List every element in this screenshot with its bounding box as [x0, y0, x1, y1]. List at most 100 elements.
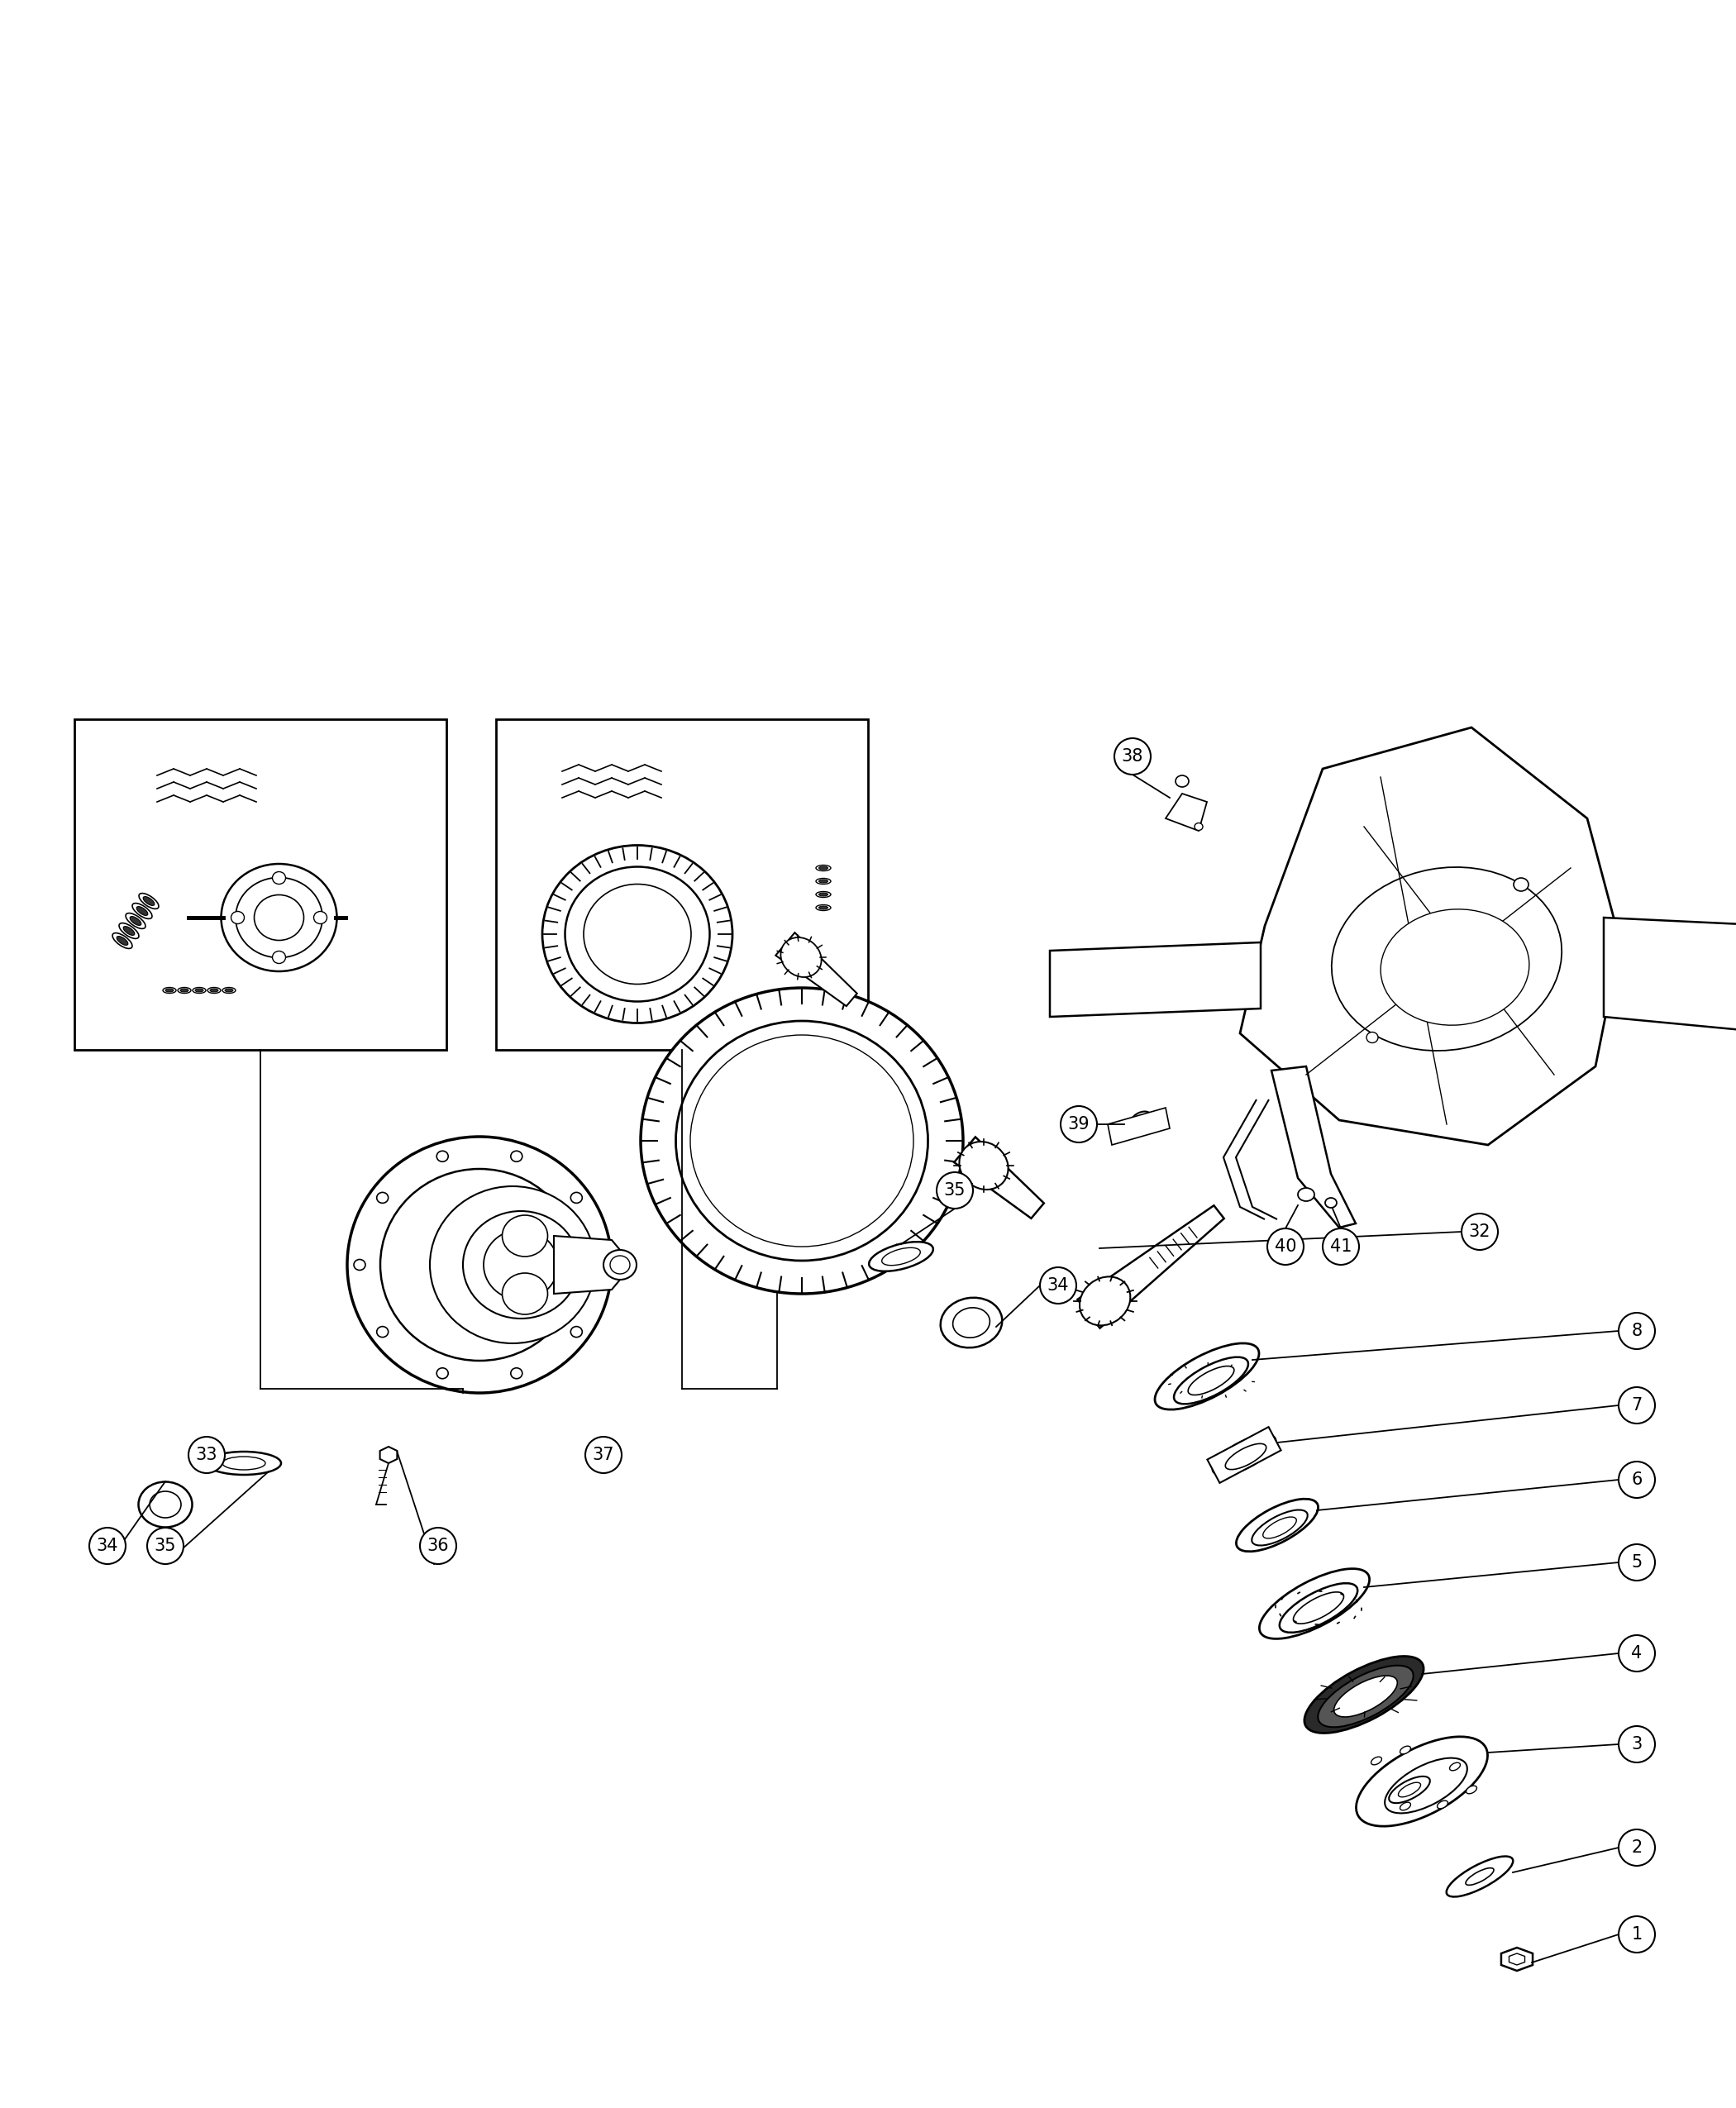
Ellipse shape: [583, 883, 691, 984]
Ellipse shape: [1304, 1657, 1424, 1733]
Ellipse shape: [142, 896, 155, 906]
Ellipse shape: [1371, 1756, 1382, 1764]
Ellipse shape: [139, 894, 158, 909]
Ellipse shape: [1356, 1737, 1488, 1826]
Ellipse shape: [1366, 1033, 1378, 1043]
Ellipse shape: [1236, 1499, 1318, 1551]
Ellipse shape: [464, 1212, 578, 1318]
Text: 35: 35: [944, 1183, 965, 1199]
Text: 41: 41: [1330, 1237, 1352, 1254]
Circle shape: [1618, 1726, 1654, 1762]
Ellipse shape: [231, 911, 245, 923]
Ellipse shape: [1212, 1436, 1276, 1476]
Text: 38: 38: [1121, 748, 1144, 765]
Ellipse shape: [236, 877, 323, 957]
Circle shape: [189, 1438, 226, 1473]
Ellipse shape: [1187, 1366, 1234, 1395]
Ellipse shape: [1446, 1857, 1514, 1897]
Ellipse shape: [819, 894, 828, 896]
Ellipse shape: [1194, 822, 1203, 831]
Ellipse shape: [377, 1193, 389, 1204]
Ellipse shape: [1259, 1568, 1370, 1638]
Ellipse shape: [941, 1299, 1002, 1347]
Ellipse shape: [819, 866, 828, 871]
Circle shape: [148, 1528, 184, 1564]
Ellipse shape: [571, 1193, 582, 1204]
Ellipse shape: [1397, 1783, 1420, 1796]
Ellipse shape: [604, 1250, 637, 1280]
Circle shape: [1040, 1267, 1076, 1303]
Ellipse shape: [502, 1214, 547, 1256]
Ellipse shape: [273, 873, 286, 883]
Circle shape: [1115, 738, 1151, 774]
Ellipse shape: [149, 1490, 181, 1518]
Ellipse shape: [707, 1050, 898, 1231]
Ellipse shape: [123, 925, 135, 936]
Ellipse shape: [1325, 1197, 1337, 1208]
Circle shape: [89, 1528, 125, 1564]
Polygon shape: [1108, 1107, 1170, 1145]
Ellipse shape: [437, 1368, 448, 1379]
Ellipse shape: [819, 879, 828, 883]
Ellipse shape: [1333, 1676, 1397, 1716]
Ellipse shape: [177, 987, 191, 993]
Polygon shape: [1604, 917, 1736, 1033]
Polygon shape: [1078, 1206, 1224, 1328]
Polygon shape: [554, 1235, 620, 1294]
Ellipse shape: [1080, 1277, 1130, 1326]
Ellipse shape: [1279, 1583, 1358, 1632]
Ellipse shape: [675, 1020, 929, 1261]
Bar: [496, 719, 868, 1050]
Circle shape: [1618, 1461, 1654, 1499]
Ellipse shape: [314, 911, 326, 923]
Ellipse shape: [193, 987, 207, 993]
Ellipse shape: [1175, 776, 1189, 786]
Ellipse shape: [1399, 1745, 1411, 1754]
Text: 35: 35: [155, 1537, 177, 1554]
Polygon shape: [1050, 942, 1260, 1016]
Ellipse shape: [1465, 1868, 1493, 1885]
Polygon shape: [1207, 1427, 1281, 1482]
Ellipse shape: [163, 987, 175, 993]
Circle shape: [1462, 1214, 1498, 1250]
Circle shape: [1618, 1636, 1654, 1672]
Ellipse shape: [253, 896, 304, 940]
Ellipse shape: [130, 917, 141, 925]
Ellipse shape: [120, 923, 139, 938]
Ellipse shape: [1318, 1665, 1413, 1726]
Ellipse shape: [953, 1307, 990, 1339]
Ellipse shape: [816, 892, 832, 898]
Ellipse shape: [210, 989, 219, 993]
Circle shape: [1618, 1545, 1654, 1581]
Polygon shape: [1271, 1067, 1356, 1227]
Polygon shape: [1240, 727, 1620, 1145]
Text: 39: 39: [1068, 1115, 1090, 1132]
Circle shape: [1061, 1107, 1097, 1143]
Ellipse shape: [1293, 1592, 1344, 1623]
Text: 6: 6: [1632, 1471, 1642, 1488]
Ellipse shape: [220, 864, 337, 972]
Ellipse shape: [207, 1452, 281, 1476]
Ellipse shape: [222, 987, 236, 993]
Ellipse shape: [139, 1482, 193, 1528]
Ellipse shape: [1299, 1189, 1314, 1202]
Ellipse shape: [571, 1326, 582, 1336]
Ellipse shape: [510, 1368, 523, 1379]
Ellipse shape: [1226, 1444, 1266, 1469]
Ellipse shape: [194, 989, 203, 993]
Ellipse shape: [819, 906, 828, 909]
Ellipse shape: [510, 1151, 523, 1162]
Ellipse shape: [113, 934, 132, 949]
Ellipse shape: [1252, 1509, 1307, 1545]
Ellipse shape: [437, 1151, 448, 1162]
Ellipse shape: [1385, 1758, 1467, 1813]
Ellipse shape: [380, 1170, 578, 1360]
Ellipse shape: [132, 902, 153, 919]
Text: 5: 5: [1632, 1554, 1642, 1570]
Ellipse shape: [208, 987, 220, 993]
Ellipse shape: [1154, 1343, 1259, 1410]
Text: 2: 2: [1632, 1840, 1642, 1855]
Text: 34: 34: [1047, 1277, 1069, 1294]
Ellipse shape: [484, 1229, 557, 1301]
Text: 40: 40: [1274, 1237, 1297, 1254]
